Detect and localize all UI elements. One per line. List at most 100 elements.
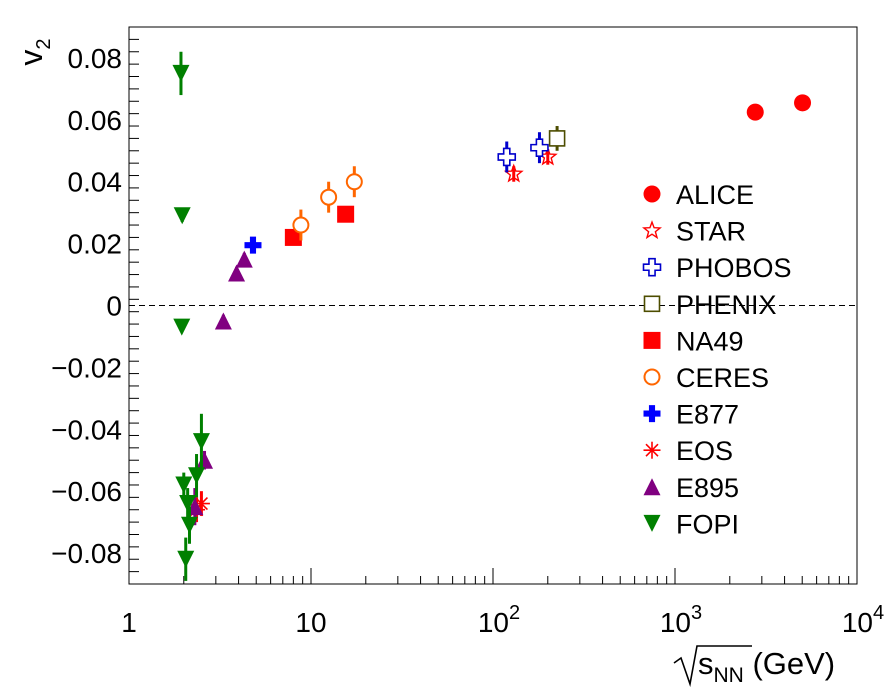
marker-shape bbox=[548, 130, 566, 147]
legend-entry-alice: ALICE bbox=[643, 180, 754, 210]
data-point bbox=[235, 250, 253, 268]
marker-shape bbox=[645, 443, 659, 457]
x-tick-label: 104 bbox=[842, 602, 884, 638]
data-point bbox=[320, 181, 338, 213]
legend-entry-na49: NA49 bbox=[643, 326, 744, 356]
series-fopi bbox=[172, 51, 210, 581]
y-tick-label: 0.02 bbox=[68, 229, 123, 260]
data-point bbox=[175, 472, 193, 498]
data-point bbox=[530, 132, 549, 164]
x-tick-label: 103 bbox=[660, 602, 702, 638]
marker-shape bbox=[177, 550, 195, 568]
marker-shape bbox=[345, 173, 363, 191]
legend-label: STAR bbox=[676, 217, 746, 247]
series-phobos bbox=[497, 132, 549, 173]
data-point bbox=[181, 506, 199, 544]
data-points bbox=[172, 51, 812, 581]
data-point bbox=[188, 454, 206, 498]
marker-shape bbox=[643, 405, 661, 423]
marker-shape bbox=[530, 138, 549, 157]
data-point bbox=[177, 537, 195, 581]
legend-label: E895 bbox=[676, 473, 739, 503]
series-alice bbox=[746, 94, 812, 121]
legend-entry-fopi: FOPI bbox=[643, 509, 739, 539]
marker-shape bbox=[244, 236, 262, 254]
legend-entry-ceres: CERES bbox=[643, 363, 769, 393]
sqrt-symbol bbox=[673, 645, 752, 688]
y-axis-title: v2 bbox=[13, 38, 55, 65]
y-tick-label: 0.08 bbox=[68, 43, 123, 74]
marker-shape bbox=[214, 312, 232, 330]
data-point bbox=[337, 205, 355, 223]
data-point bbox=[173, 318, 191, 336]
data-point bbox=[192, 413, 210, 470]
axis-labels: v2 sNN (GeV) bbox=[13, 38, 835, 688]
marker-shape bbox=[320, 188, 338, 206]
marker-shape bbox=[179, 495, 197, 513]
marker-shape bbox=[643, 185, 661, 203]
legend-label: FOPI bbox=[676, 509, 739, 539]
x-tick-label: 10 bbox=[295, 607, 326, 638]
marker-shape bbox=[175, 476, 193, 494]
marker-shape bbox=[192, 433, 210, 451]
marker-shape bbox=[643, 295, 661, 313]
legend: ALICE STAR PHOBOS PHENIX NA49 CERES E877 EOS E89… bbox=[642, 180, 792, 539]
series-phenix bbox=[548, 126, 566, 151]
data-point bbox=[794, 94, 812, 112]
marker-shape bbox=[643, 331, 661, 349]
y-tick-label: −0.02 bbox=[51, 352, 122, 383]
legend-label: E877 bbox=[676, 400, 739, 430]
data-point bbox=[228, 264, 246, 282]
y-tick-label: 0.04 bbox=[68, 167, 123, 198]
data-point bbox=[179, 488, 197, 520]
legend-entry-phobos: PHOBOS bbox=[642, 253, 792, 283]
series-e877 bbox=[244, 236, 262, 254]
data-point bbox=[548, 126, 566, 151]
data-point bbox=[173, 207, 191, 225]
y-tick-label: −0.08 bbox=[51, 538, 122, 569]
x-axis-title: sNN (GeV) bbox=[673, 645, 835, 688]
marker-shape bbox=[643, 514, 661, 532]
legend-label: CERES bbox=[676, 363, 769, 393]
data-point bbox=[746, 103, 764, 121]
marker-shape bbox=[794, 94, 812, 112]
marker-shape bbox=[642, 257, 662, 277]
marker-shape bbox=[337, 205, 355, 223]
data-point bbox=[284, 228, 302, 246]
x-tick-label: 102 bbox=[478, 602, 520, 638]
legend-entry-e895: E895 bbox=[643, 473, 739, 503]
marker-shape bbox=[643, 478, 661, 496]
legend-label: PHENIX bbox=[676, 290, 777, 320]
marker-shape bbox=[188, 467, 206, 485]
axes: 1 10 102 103 104 0.08 0.06 0.04 0.02 0 −0.02 −0.04 −… bbox=[51, 26, 884, 638]
legend-label: ALICE bbox=[676, 180, 754, 210]
marker-shape bbox=[228, 264, 246, 282]
marker-shape bbox=[173, 318, 191, 336]
legend-entry-e877: E877 bbox=[643, 400, 739, 430]
data-point bbox=[497, 141, 517, 173]
x-axis-title-text: sNN (GeV) bbox=[698, 646, 835, 687]
series-na49 bbox=[284, 205, 355, 246]
y-tick-label: −0.04 bbox=[51, 414, 122, 445]
data-point bbox=[172, 51, 190, 96]
y-tick-label: 0 bbox=[106, 291, 122, 322]
marker-shape bbox=[181, 516, 199, 534]
marker-shape bbox=[746, 103, 764, 121]
marker-shape bbox=[643, 368, 661, 386]
data-point bbox=[292, 209, 310, 241]
marker-shape bbox=[292, 216, 310, 234]
legend-label: EOS bbox=[676, 436, 733, 466]
marker-shape bbox=[235, 250, 253, 268]
marker-shape bbox=[642, 220, 662, 240]
legend-label: PHOBOS bbox=[676, 253, 792, 283]
marker-shape bbox=[497, 147, 517, 167]
series-ceres bbox=[292, 166, 363, 241]
data-point bbox=[244, 236, 262, 254]
legend-label: NA49 bbox=[676, 326, 744, 356]
data-point bbox=[196, 450, 214, 470]
legend-entry-phenix: PHENIX bbox=[643, 290, 777, 320]
data-point bbox=[345, 166, 363, 198]
legend-entry-eos: EOS bbox=[643, 436, 733, 466]
data-point bbox=[214, 312, 232, 330]
